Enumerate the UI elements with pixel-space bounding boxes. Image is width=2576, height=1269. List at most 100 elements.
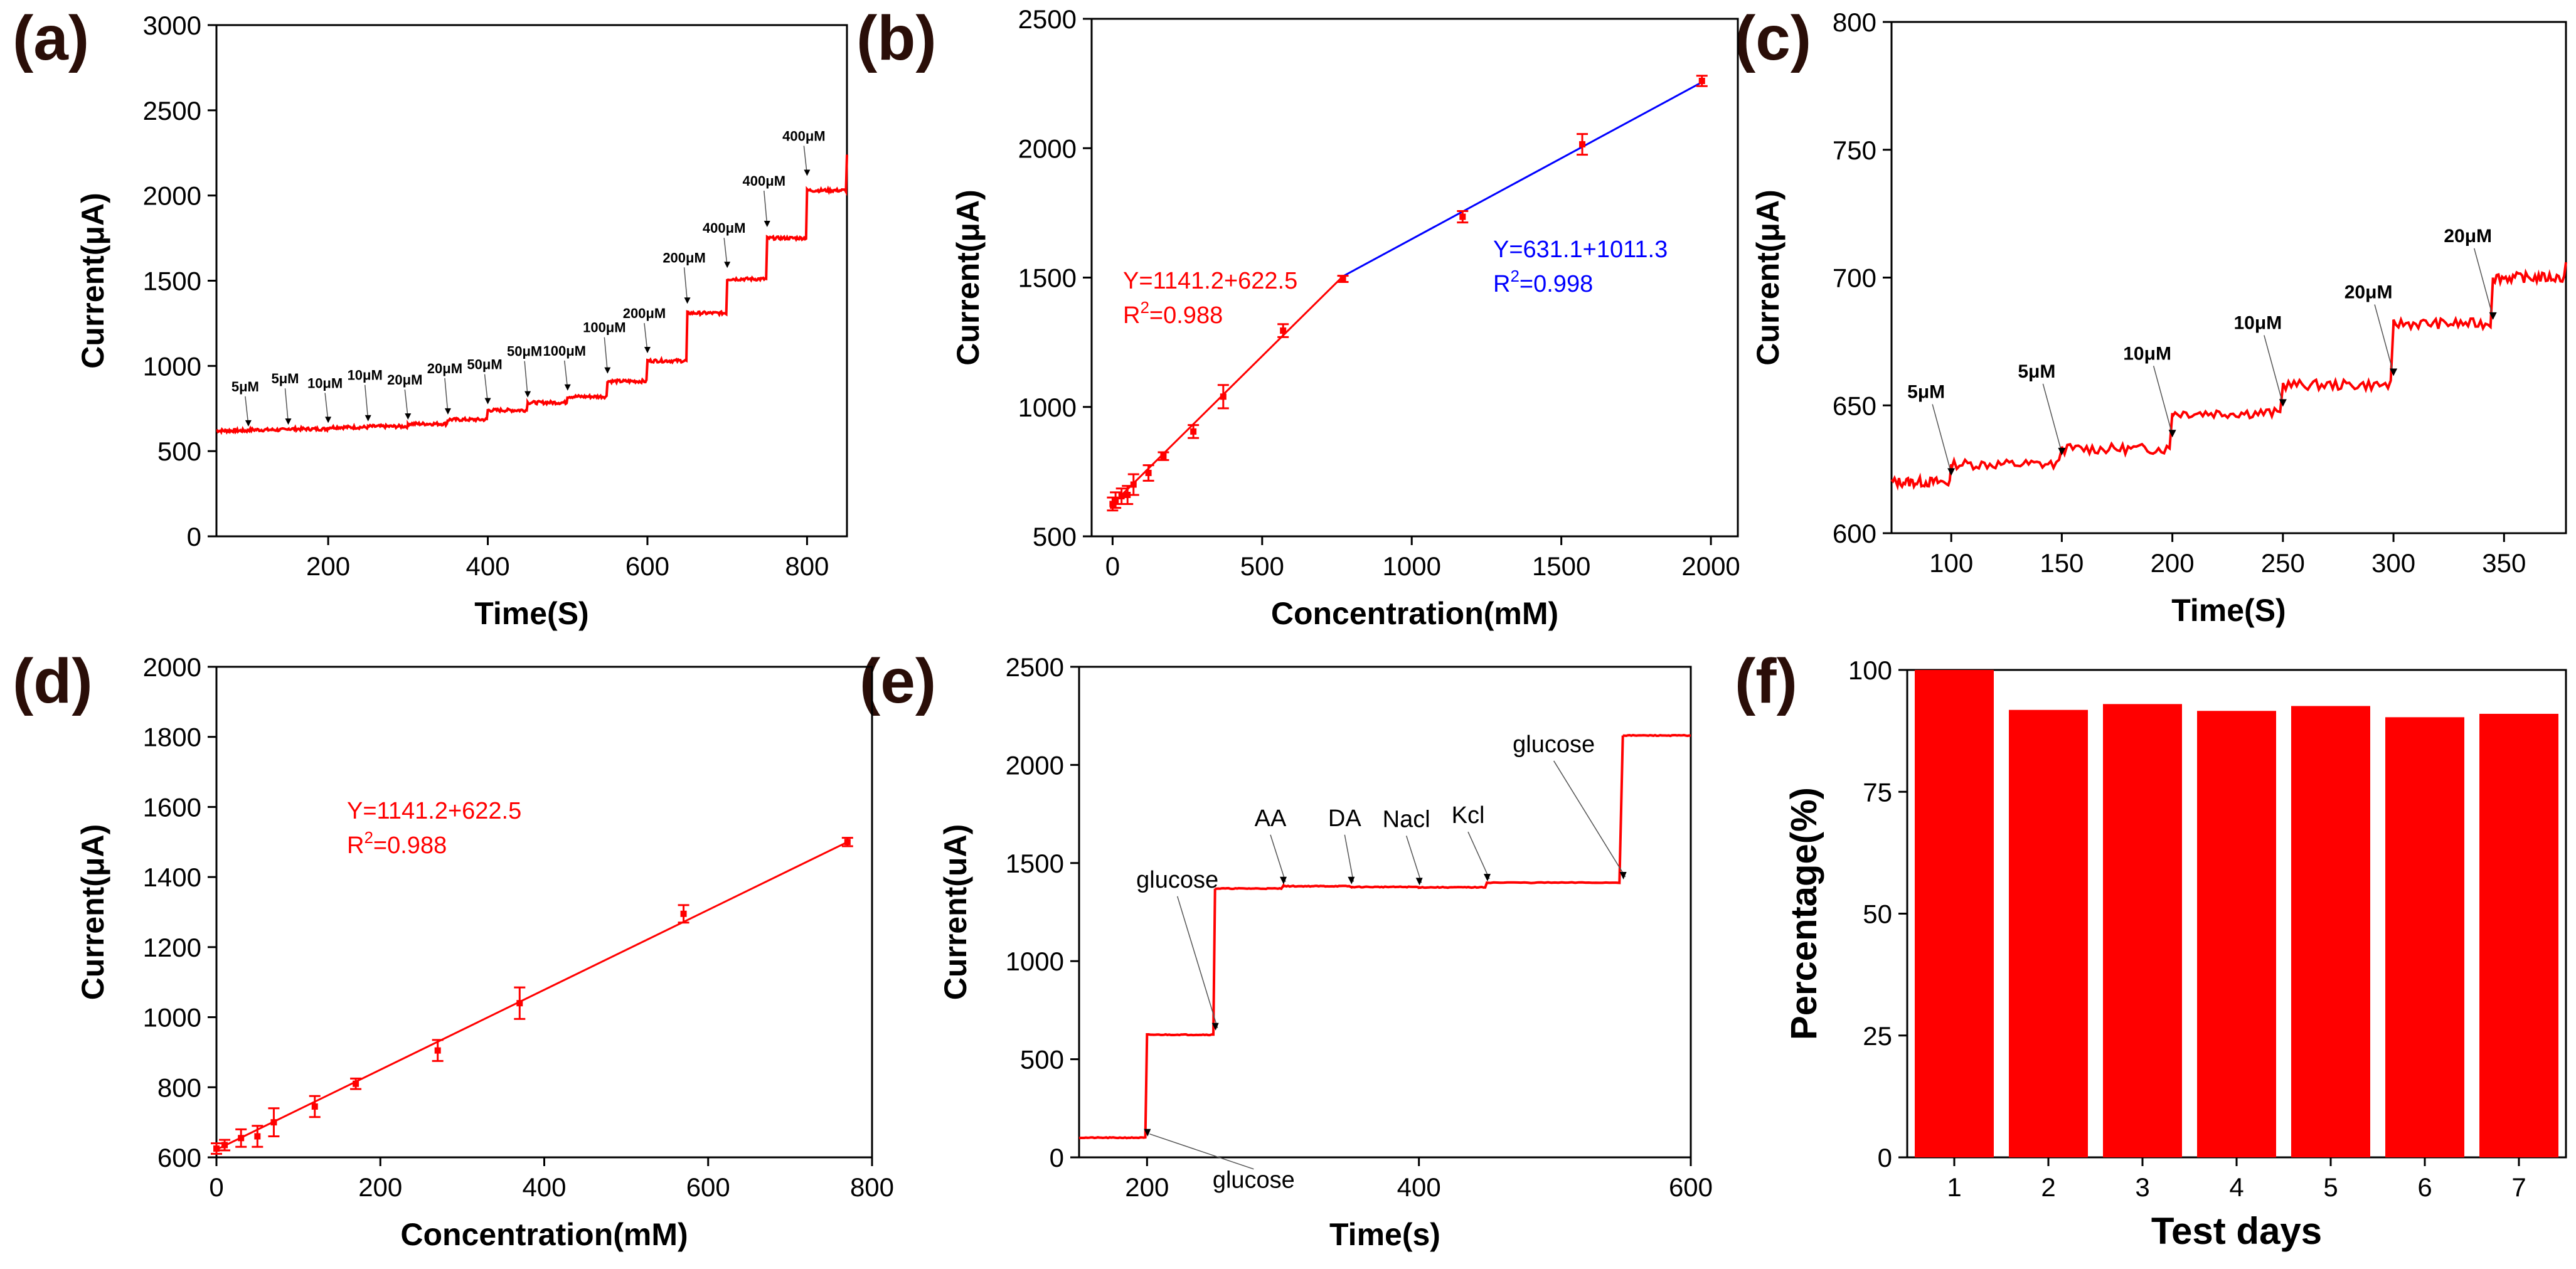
y-tick-label-e: 1500 — [1006, 849, 1064, 878]
data-point-b — [1459, 213, 1466, 220]
annotation-arrowhead-e — [1348, 876, 1355, 884]
bar-f — [2291, 706, 2370, 1157]
x-tick-label-d: 0 — [209, 1172, 223, 1202]
x-axis-title-a: Time(S) — [474, 596, 588, 631]
fit-r2-value: =0.998 — [1520, 271, 1593, 297]
x-tick-label-e: 200 — [1125, 1172, 1169, 1202]
y-tick-label-b: 2000 — [1018, 134, 1077, 163]
y-axis-title-d: Current(μA) — [75, 824, 110, 1001]
x-tick-label-a: 800 — [785, 551, 829, 581]
panel-label-b: (b) — [856, 3, 937, 73]
y-tick-label-d: 800 — [157, 1073, 201, 1102]
annotation-label-c: 10μM — [2123, 343, 2171, 364]
x-tick-label-e: 400 — [1397, 1172, 1441, 1202]
y-tick-label-b: 1000 — [1018, 393, 1077, 422]
y-tick-label-d: 1400 — [143, 863, 201, 892]
annotation-arrowhead-a — [644, 347, 651, 354]
fit-r2-value: =0.988 — [373, 832, 447, 859]
chart-panel-a: 200 400 600 800 0 500 1000 1500 2000 2500 3000 Time… — [75, 11, 848, 631]
data-point-d — [434, 1047, 441, 1054]
bar-f — [2103, 704, 2182, 1157]
y-tick-label-d: 1600 — [143, 792, 201, 822]
fit-r2-prefix: R — [1493, 271, 1510, 297]
y-tick-label-d: 1800 — [143, 723, 201, 752]
data-point-b — [1280, 327, 1287, 334]
x-tick-label-b: 1500 — [1532, 551, 1590, 581]
data-point-b — [1124, 492, 1131, 498]
x-tick-label-b: 1000 — [1383, 551, 1441, 581]
annotation-label-a: 200μM — [623, 305, 666, 321]
annotation-arrow-a — [683, 267, 688, 303]
annotation-label-e: glucose — [1513, 731, 1595, 758]
x-tick-label-c: 150 — [2040, 548, 2084, 578]
x-tick-label-c: 200 — [2151, 548, 2195, 578]
y-tick-label-d: 1000 — [143, 1003, 201, 1033]
x-tick-label-f: 1 — [1947, 1172, 1961, 1202]
annotation-arrowhead-c — [2058, 447, 2066, 455]
data-point-b — [1698, 78, 1705, 84]
annotation-label-a: 50μM — [507, 344, 542, 359]
y-tick-label-e: 2000 — [1006, 750, 1064, 780]
fit-r2-b: R2=0.988 — [1123, 298, 1223, 329]
annotation-arrowhead-e — [1484, 874, 1491, 882]
data-point-b — [1145, 469, 1152, 476]
annotation-label-c: 20μM — [2444, 226, 2492, 247]
annotation-arrowhead-a — [365, 415, 371, 422]
fit-r2-sup: 2 — [1510, 267, 1519, 285]
y-axis-title-e: Current(uA) — [938, 824, 973, 1001]
y-tick-label-a: 1000 — [143, 351, 201, 381]
annotation-arrow-e — [1467, 831, 1490, 879]
data-point-b — [1190, 428, 1197, 435]
y-tick-label-e: 0 — [1050, 1143, 1064, 1172]
x-axis-title-e: Time(s) — [1329, 1217, 1440, 1252]
annotation-arrowhead-a — [604, 367, 611, 374]
y-tick-label-d: 1200 — [143, 933, 201, 962]
annotation-label-a: 20μM — [387, 372, 422, 388]
annotation-arrowhead-a — [764, 221, 770, 227]
x-tick-label-f: 3 — [2135, 1172, 2149, 1202]
series-line-e — [1078, 733, 1691, 1140]
annotation-arrowhead-c — [2279, 399, 2287, 407]
bar-f — [2009, 709, 2088, 1157]
data-point-b — [1112, 497, 1119, 504]
annotation-arrowhead-a — [804, 169, 811, 176]
x-tick-label-d: 600 — [686, 1172, 730, 1202]
x-tick-label-f: 2 — [2041, 1172, 2055, 1202]
chart-panel-d: 0 200 400 600 800 600 800 1000 1200 1400 1600 1800 2… — [75, 652, 894, 1252]
fit-r2-value: =0.988 — [1149, 302, 1223, 329]
annotation-label-a: 400μM — [703, 220, 746, 236]
data-point-d — [221, 1142, 228, 1149]
data-point-d — [254, 1133, 261, 1140]
annotation-arrowhead-e — [1280, 876, 1287, 884]
x-tick-label-f: 6 — [2417, 1172, 2432, 1202]
chart-panel-c: 100 150 200 250 300 350 600 650 700 750 800 Time(S)… — [1750, 8, 2567, 628]
x-tick-label-c: 250 — [2261, 548, 2305, 578]
fit-equation-d: Y=1141.2+622.5 — [347, 798, 521, 824]
annotation-label-a: 5μM — [271, 371, 299, 386]
data-point-b — [1579, 141, 1586, 148]
y-tick-label-f: 0 — [1878, 1143, 1892, 1172]
fit-r2-prefix: R — [347, 832, 364, 859]
fit-line-d — [216, 841, 848, 1151]
chart-panel-f: 0 25 50 75 100 1 2 3 4 5 6 7 Test days Percentage(%) — [1784, 656, 2567, 1252]
annotation-arrow-a — [444, 378, 449, 413]
x-tick-label-f: 5 — [2323, 1172, 2338, 1202]
x-tick-label-f: 7 — [2511, 1172, 2526, 1202]
y-tick-label-f: 25 — [1863, 1021, 1892, 1051]
y-tick-label-c: 800 — [1833, 8, 1876, 37]
y-tick-label-c: 750 — [1833, 135, 1876, 165]
annotation-label-e: glucose — [1213, 1167, 1295, 1194]
fit-r2-d: R2=0.988 — [347, 828, 447, 859]
y-axis-title-c: Current(μA) — [1750, 189, 1786, 366]
annotation-arrowhead-a — [325, 417, 332, 423]
fit-r2-sup: 2 — [1140, 298, 1149, 317]
data-point-d — [270, 1119, 277, 1126]
annotation-arrow-c — [1932, 404, 1952, 474]
annotation-arrowhead-c — [1947, 468, 1956, 476]
annotation-label-c: 5μM — [1907, 381, 1945, 402]
y-tick-label-b: 1500 — [1018, 263, 1077, 293]
annotation-label-e: Kcl — [1452, 802, 1485, 829]
data-point-d — [353, 1080, 359, 1087]
